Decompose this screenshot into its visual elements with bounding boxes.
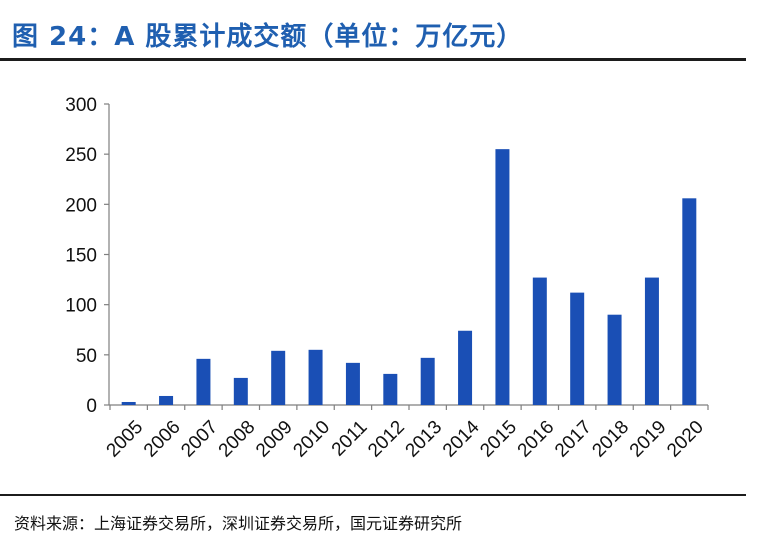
x-tick-label: 2019 [626,417,671,462]
bar-2010 [308,349,323,405]
footer-divider [0,494,746,496]
x-tick-label: 2014 [439,416,484,461]
bar-2020 [682,198,697,405]
y-tick-label: 250 [65,145,97,166]
x-tick-label: 2006 [140,417,185,462]
y-tick-label: 50 [76,346,97,367]
x-tick-label: 2013 [402,417,447,462]
bar-2016 [532,277,547,405]
x-tick-label: 2015 [476,417,521,462]
x-tick-label: 2010 [289,417,334,462]
bar-2018 [607,314,622,405]
bar-2006 [159,395,174,405]
bar-2015 [495,149,510,405]
bar-2005 [121,401,136,405]
y-tick-label: 150 [65,246,97,267]
x-tick-label: 2017 [551,417,596,462]
bar-2011 [345,362,360,405]
bar-2007 [196,358,211,405]
title-divider [0,58,746,61]
x-tick-label: 2020 [663,417,708,462]
bars [121,149,697,405]
bar-2017 [570,292,585,405]
chart-title: 图 24：A 股累计成交额（单位：万亿元） [12,22,524,52]
y-axis: 0 50 100 150 200 250 300 [65,95,110,417]
bar-2014 [458,330,473,405]
bar-2009 [271,350,286,405]
y-tick-label: 100 [65,296,97,317]
x-tick-label: 2008 [215,417,260,462]
source-note: 资料来源：上海证券交易所，深圳证券交易所，国元证券研究所 [14,514,463,533]
x-tick-label: 2005 [103,417,148,462]
y-tick-label: 200 [65,195,97,216]
y-tick-label: 0 [86,396,97,417]
bar-2008 [233,377,248,405]
bar-2013 [420,357,435,405]
y-tick-label: 300 [65,95,97,116]
x-tick-label: 2012 [364,417,409,462]
title-bar: 图 24：A 股累计成交额（单位：万亿元） [0,0,758,60]
x-axis: 2005200620072008200920102011201220132014… [103,404,709,462]
x-tick-label: 2011 [328,417,372,461]
x-tick-label: 2007 [177,417,222,462]
bar-2019 [644,277,659,405]
bar-2012 [383,373,398,405]
x-tick-label: 2009 [252,417,297,462]
x-tick-label: 2018 [588,417,633,462]
x-tick-label: 2016 [514,417,559,462]
